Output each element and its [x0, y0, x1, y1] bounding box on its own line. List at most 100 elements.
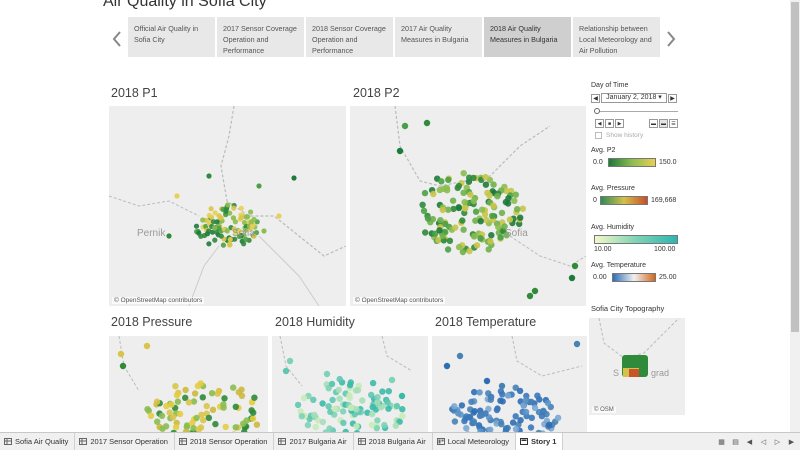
- grid-view-icon[interactable]: ▦: [718, 438, 725, 446]
- sensor-dot[interactable]: [461, 199, 468, 206]
- map-pressure[interactable]: [109, 336, 268, 432]
- sensor-dot[interactable]: [231, 205, 237, 211]
- sensor-dot[interactable]: [203, 402, 210, 410]
- sensor-dot[interactable]: [300, 394, 308, 402]
- sensor-dot[interactable]: [238, 205, 244, 211]
- sensor-dot[interactable]: [168, 401, 175, 408]
- sensor-dot[interactable]: [166, 233, 172, 239]
- sensor-dot[interactable]: [347, 404, 354, 411]
- sensor-dot[interactable]: [493, 420, 500, 427]
- sensor-dot[interactable]: [476, 389, 483, 396]
- sensor-dot[interactable]: [193, 223, 200, 229]
- sensor-dot[interactable]: [210, 219, 217, 225]
- last-tab-icon[interactable]: ▶: [788, 438, 795, 446]
- sensor-dot[interactable]: [190, 425, 197, 432]
- sensor-dot[interactable]: [531, 287, 539, 295]
- sensor-dot[interactable]: [215, 387, 223, 395]
- sensor-dot[interactable]: [369, 410, 376, 418]
- tab-local-meteorology[interactable]: Local Meteorology: [433, 432, 517, 450]
- sensor-dot[interactable]: [245, 214, 251, 220]
- sensor-dot[interactable]: [512, 191, 519, 198]
- sensor-dot[interactable]: [162, 423, 170, 430]
- prev-date-button[interactable]: ◀: [591, 93, 600, 103]
- sensor-dot[interactable]: [460, 170, 467, 177]
- sensor-dot[interactable]: [374, 394, 381, 401]
- sensor-dot[interactable]: [172, 423, 180, 431]
- prev-tab-icon[interactable]: ◁: [760, 438, 767, 446]
- sensor-dot[interactable]: [182, 394, 189, 401]
- sensor-dot[interactable]: [504, 200, 512, 207]
- sensor-dot[interactable]: [237, 228, 243, 234]
- sensor-dot[interactable]: [460, 226, 467, 233]
- sensor-dot[interactable]: [436, 227, 443, 234]
- tab-2017-bulgaria-air[interactable]: 2017 Bulgaria Air: [274, 432, 354, 450]
- sensor-dot[interactable]: [509, 419, 517, 426]
- sensor-dot[interactable]: [459, 217, 466, 224]
- sensor-dot[interactable]: [329, 396, 336, 404]
- sensor-dot[interactable]: [554, 414, 562, 421]
- sensor-dot[interactable]: [398, 392, 406, 400]
- sensor-dot[interactable]: [381, 421, 388, 429]
- sensor-dot[interactable]: [451, 418, 459, 425]
- sensor-dot[interactable]: [459, 248, 467, 256]
- sensor-dot[interactable]: [473, 242, 481, 249]
- sensor-dot[interactable]: [319, 418, 327, 426]
- sensor-dot[interactable]: [435, 237, 442, 244]
- sensor-dot[interactable]: [497, 234, 504, 241]
- sensor-dot[interactable]: [526, 292, 534, 300]
- sensor-dot[interactable]: [490, 202, 497, 209]
- sensor-dot[interactable]: [326, 425, 333, 432]
- sensor-dot[interactable]: [495, 223, 502, 231]
- sensor-dot[interactable]: [353, 423, 360, 430]
- sensor-dot[interactable]: [421, 189, 429, 197]
- sensor-dot[interactable]: [482, 181, 490, 188]
- sensor-dot[interactable]: [527, 424, 535, 431]
- tab-2017-sensor-operation[interactable]: 2017 Sensor Operation: [75, 432, 175, 450]
- sensor-dot[interactable]: [373, 425, 380, 432]
- sensor-dot[interactable]: [336, 395, 343, 402]
- sensor-dot[interactable]: [461, 204, 469, 211]
- sensor-dot[interactable]: [472, 208, 480, 215]
- sensor-dot[interactable]: [439, 232, 446, 240]
- sensor-dot[interactable]: [221, 395, 228, 402]
- sensor-dot[interactable]: [443, 187, 451, 194]
- next-tab-icon[interactable]: ▷: [774, 438, 781, 446]
- sensor-dot[interactable]: [222, 423, 229, 431]
- sensor-dot[interactable]: [455, 243, 463, 251]
- speed-fast-icon[interactable]: ☰: [669, 119, 678, 128]
- sensor-dot[interactable]: [206, 212, 212, 218]
- sensor-dot[interactable]: [232, 403, 239, 410]
- sensor-dot[interactable]: [399, 406, 406, 413]
- sensor-dot[interactable]: [438, 178, 445, 185]
- sensor-dot[interactable]: [347, 379, 354, 386]
- sensor-dot[interactable]: [183, 423, 190, 431]
- sensor-dot[interactable]: [512, 425, 520, 432]
- sensor-dot[interactable]: [517, 214, 524, 221]
- tab-2018-bulgaria-air[interactable]: 2018 Bulgaria Air: [354, 432, 433, 450]
- sensor-dot[interactable]: [147, 412, 155, 419]
- sensor-dot[interactable]: [477, 235, 484, 242]
- sensor-dot[interactable]: [512, 413, 519, 420]
- sensor-dot[interactable]: [174, 193, 180, 199]
- sensor-dot[interactable]: [220, 242, 226, 248]
- sensor-dot[interactable]: [182, 428, 190, 432]
- play-button[interactable]: ■: [605, 119, 614, 128]
- sensor-dot[interactable]: [396, 418, 403, 425]
- sensor-dot[interactable]: [353, 406, 360, 413]
- map-topography[interactable]: S grad © OSM: [589, 318, 685, 415]
- sensor-dot[interactable]: [522, 408, 530, 416]
- sensor-dot[interactable]: [522, 397, 529, 404]
- sensor-dot[interactable]: [487, 426, 494, 433]
- sensor-dot[interactable]: [535, 429, 542, 432]
- sensor-dot[interactable]: [477, 218, 484, 225]
- sensor-dot[interactable]: [458, 402, 466, 409]
- sensor-dot[interactable]: [364, 409, 371, 416]
- sensor-dot[interactable]: [231, 431, 237, 432]
- sensor-dot[interactable]: [297, 408, 304, 415]
- sensor-dot[interactable]: [471, 233, 478, 240]
- sensor-dot[interactable]: [346, 392, 353, 399]
- sensor-dot[interactable]: [230, 384, 237, 391]
- sensor-dot[interactable]: [443, 362, 451, 370]
- sensor-dot[interactable]: [227, 242, 233, 248]
- sensor-dot[interactable]: [232, 219, 238, 225]
